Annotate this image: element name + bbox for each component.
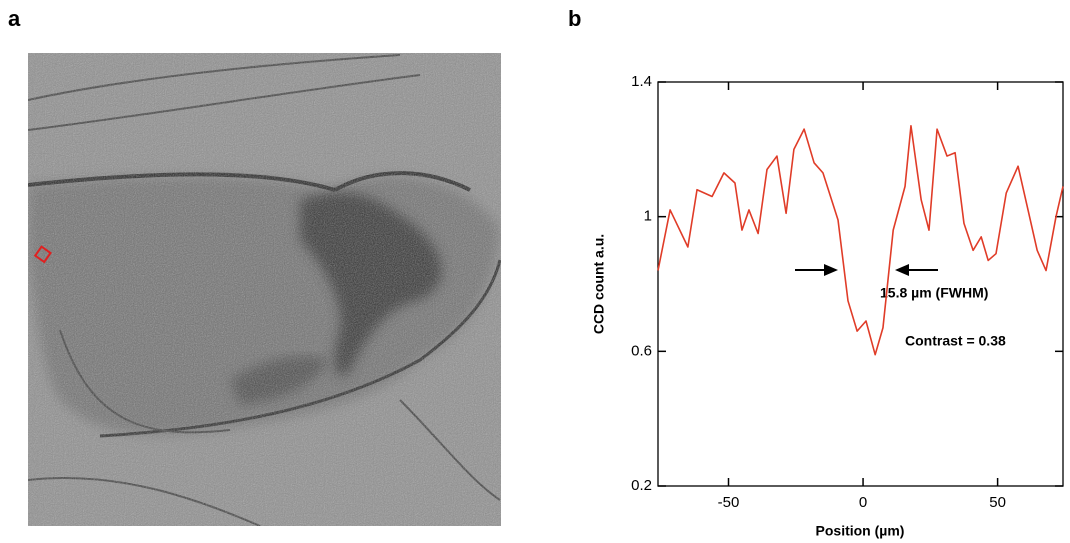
xray-image [28,53,501,526]
annotation: Contrast = 0.38 [905,333,1006,349]
data-line [657,124,1064,356]
panel-label: b [568,6,581,31]
x-tick-label: 0 [859,494,867,511]
roi-marker [33,245,52,264]
y-tick-label: 1 [644,208,652,225]
plot-frame [657,81,1064,487]
x-axis-label: Position (µm) [816,523,905,539]
x-tick-label: 50 [989,494,1006,511]
annotation: 15.8 µm (FWHM) [880,285,988,301]
y-tick-label: 0.2 [631,477,652,494]
y-axis-label: CCD count a.u. [591,234,607,334]
x-tick-label: -50 [718,494,740,511]
y-tick-label: 0.6 [631,342,652,359]
panel-label: a [8,6,21,31]
y-tick-label: 1.4 [631,73,652,90]
fwhm-arrows [795,264,938,276]
